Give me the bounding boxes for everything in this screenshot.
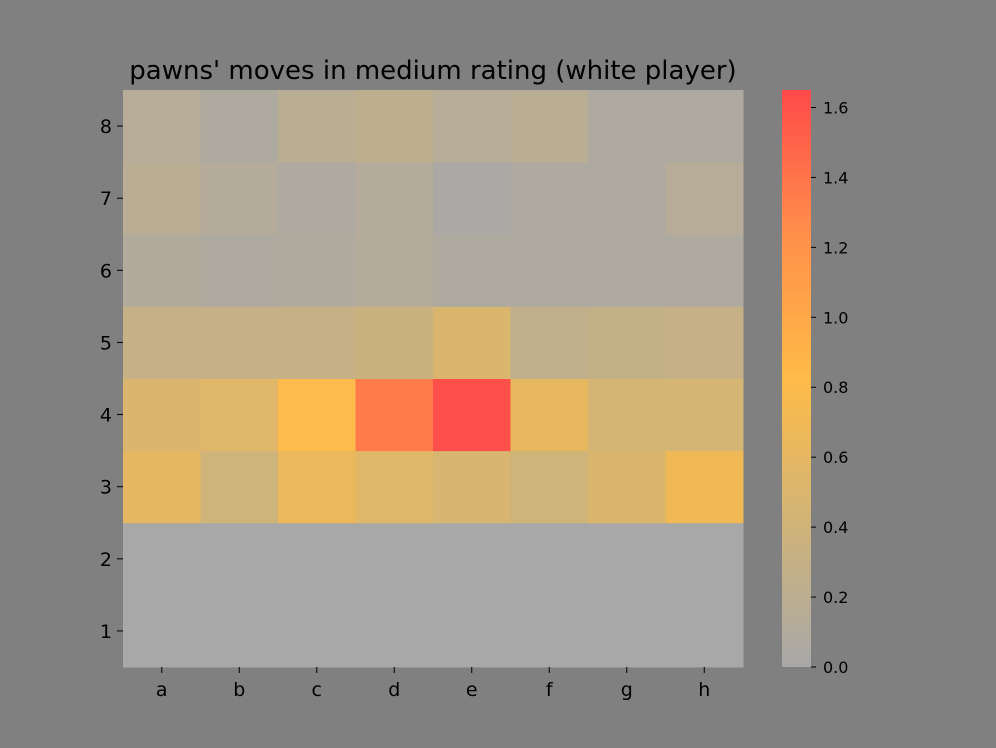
x-axis: a b c d e f g h xyxy=(156,667,710,701)
heatmap-cell-a7 xyxy=(123,162,201,235)
x-tick-label: e xyxy=(466,679,478,701)
heatmap-cell-c5 xyxy=(278,306,356,380)
x-tick-label: h xyxy=(698,679,710,701)
heatmap-cell-g4 xyxy=(588,378,666,452)
heatmap-cell-c8 xyxy=(278,90,356,163)
heatmap-cell-g2 xyxy=(588,522,666,596)
heatmap-cell-d8 xyxy=(355,90,434,163)
heatmap-cell-h6 xyxy=(665,234,744,307)
heatmap-cell-c6 xyxy=(278,234,356,307)
heatmap-cell-c3 xyxy=(278,450,356,524)
chart-title: pawns' moves in medium rating (white pla… xyxy=(129,56,736,86)
heatmap-cell-g8 xyxy=(588,90,666,163)
y-tick-label: 7 xyxy=(100,188,112,210)
x-tick-label: d xyxy=(388,679,400,701)
heatmap-cell-h3 xyxy=(665,450,744,524)
colorbar-tick-label: 1.6 xyxy=(823,98,848,117)
heatmap-cell-h7 xyxy=(665,162,744,235)
colorbar-tick-label: 0.8 xyxy=(823,378,848,397)
colorbar-tick-label: 1.4 xyxy=(823,168,848,187)
heatmap-cell-g1 xyxy=(588,594,666,668)
heatmap-cell-d1 xyxy=(355,594,434,668)
colorbar-tick-label: 0.0 xyxy=(823,658,848,677)
heatmap-cell-a5 xyxy=(123,306,201,380)
heatmap-cell-b5 xyxy=(200,306,279,380)
heatmap-cell-b7 xyxy=(200,162,279,235)
heatmap-cell-e8 xyxy=(433,90,511,163)
heatmap-cell-b3 xyxy=(200,450,279,524)
heatmap-cell-b6 xyxy=(200,234,279,307)
heatmap-cell-c7 xyxy=(278,162,356,235)
heatmap-cell-d5 xyxy=(355,306,434,380)
x-tick-label: b xyxy=(233,679,245,701)
heatmap-cell-g5 xyxy=(588,306,666,380)
heatmap-cell-d7 xyxy=(355,162,434,235)
heatmap-cell-g3 xyxy=(588,450,666,524)
heatmap-cell-h8 xyxy=(665,90,744,163)
colorbar xyxy=(782,90,811,667)
x-tick-label: c xyxy=(312,679,322,701)
heatmap-cell-h4 xyxy=(665,378,744,452)
heatmap-cell-a4 xyxy=(123,378,201,452)
heatmap-cell-e3 xyxy=(433,450,511,524)
colorbar-ticks: 0.0 0.2 0.4 0.6 0.8 1.0 1.2 1.4 1.6 xyxy=(811,98,848,677)
heatmap-cell-f4 xyxy=(510,378,589,452)
heatmap-cell-c4 xyxy=(278,378,356,452)
heatmap-cell-a6 xyxy=(123,234,201,307)
heatmap-cell-f6 xyxy=(510,234,589,307)
heatmap-cell-b1 xyxy=(200,594,279,668)
heatmap-cell-a1 xyxy=(123,594,201,668)
colorbar-tick-label: 1.2 xyxy=(823,238,848,257)
y-tick-label: 3 xyxy=(100,477,112,499)
heatmap-cell-h5 xyxy=(665,306,744,380)
y-axis: 1 2 3 4 5 6 7 8 xyxy=(100,116,123,643)
colorbar-tick-label: 0.6 xyxy=(823,448,848,467)
heatmap-cell-c1 xyxy=(278,594,356,668)
heatmap-cell-b8 xyxy=(200,90,279,163)
heatmap-cell-e1 xyxy=(433,594,511,668)
x-tick-label: f xyxy=(546,679,554,701)
heatmap-cell-d6 xyxy=(355,234,434,307)
heatmap-cells xyxy=(123,90,744,668)
heatmap-cell-e6 xyxy=(433,234,511,307)
y-tick-label: 5 xyxy=(100,332,112,354)
heatmap-cell-g6 xyxy=(588,234,666,307)
colorbar-tick-label: 0.2 xyxy=(823,588,848,607)
x-tick-label: a xyxy=(156,679,168,701)
heatmap-cell-f8 xyxy=(510,90,589,163)
heatmap-cell-e7 xyxy=(433,162,511,235)
heatmap-cell-d2 xyxy=(355,522,434,596)
heatmap-cell-g7 xyxy=(588,162,666,235)
heatmap-cell-d4 xyxy=(355,378,434,452)
heatmap-cell-c2 xyxy=(278,522,356,596)
heatmap-cell-f7 xyxy=(510,162,589,235)
heatmap-cell-e2 xyxy=(433,522,511,596)
heatmap-cell-f5 xyxy=(510,306,589,380)
heatmap-cell-e5 xyxy=(433,306,511,380)
y-tick-label: 1 xyxy=(100,621,112,643)
y-tick-label: 2 xyxy=(100,549,112,571)
heatmap-cell-h2 xyxy=(665,522,744,596)
y-tick-label: 4 xyxy=(100,405,112,427)
heatmap-cell-e4 xyxy=(433,378,511,452)
y-tick-label: 8 xyxy=(100,116,112,138)
colorbar-tick-label: 0.4 xyxy=(823,518,848,537)
heatmap-cell-h1 xyxy=(665,594,744,668)
heatmap-cell-f1 xyxy=(510,594,589,668)
heatmap-cell-f2 xyxy=(510,522,589,596)
heatmap-cell-d3 xyxy=(355,450,434,524)
heatmap-cell-f3 xyxy=(510,450,589,524)
x-tick-label: g xyxy=(621,679,633,701)
colorbar-tick-label: 1.0 xyxy=(823,308,848,327)
heatmap-cell-a8 xyxy=(123,90,201,163)
heatmap-cell-b4 xyxy=(200,378,279,452)
y-tick-label: 6 xyxy=(100,260,112,282)
heatmap-cell-b2 xyxy=(200,522,279,596)
heatmap-cell-a3 xyxy=(123,450,201,524)
heatmap-cell-a2 xyxy=(123,522,201,596)
